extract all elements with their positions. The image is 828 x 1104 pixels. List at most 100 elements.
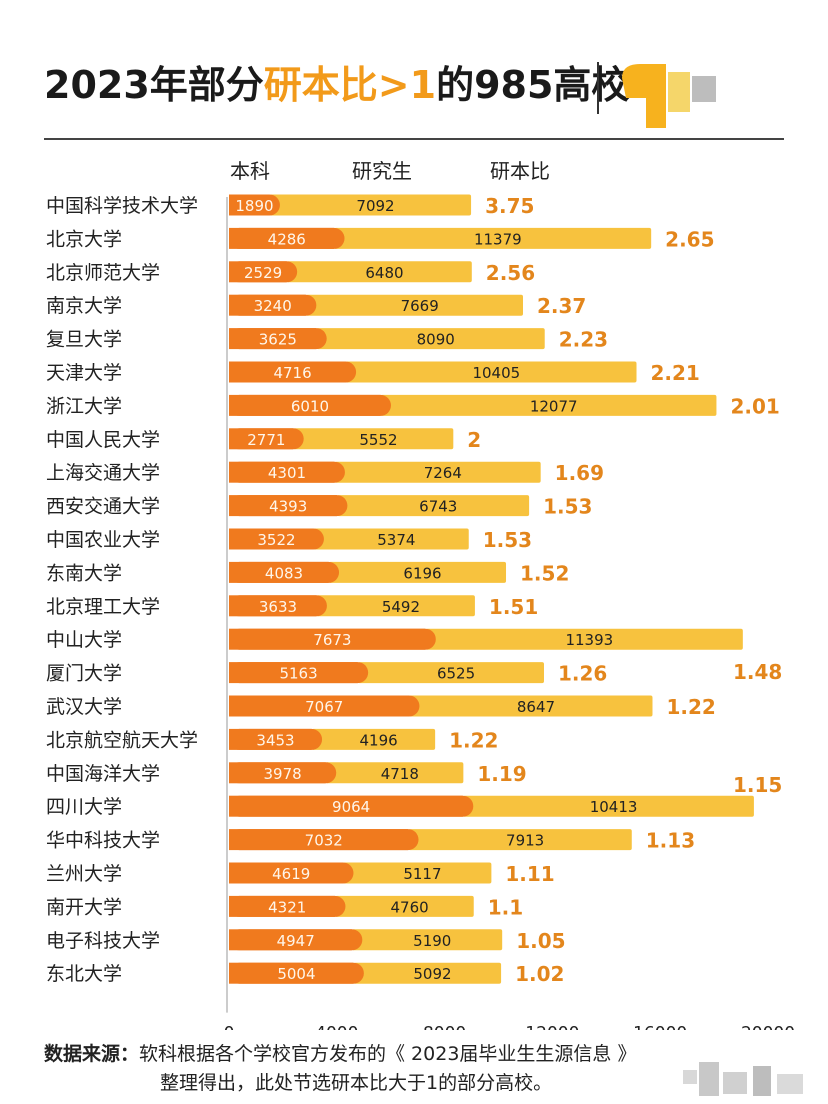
bar-graduate [408,695,653,717]
value-label-graduate: 5092 [413,965,451,983]
chart-title: 2023年部分研本比>1的985高校 [44,63,630,107]
bar-graduate [357,662,544,684]
value-label-undergrad: 3522 [257,531,295,549]
bar-undergrad-base [229,628,426,650]
bar-undergrad-base [229,394,381,416]
value-label-undergrad: 4947 [277,932,315,950]
value-label-graduate: 8090 [417,331,455,349]
bar-graduate [380,394,717,416]
value-label-undergrad: 7032 [305,832,343,850]
category-label: 华中科技大学 [46,830,160,852]
ratio-label: 1.19 [477,762,526,786]
value-label-graduate: 7913 [506,832,544,850]
category-label: 东北大学 [46,963,122,985]
value-label-graduate: 7264 [424,464,462,482]
category-label: 北京大学 [46,228,122,250]
bar-undergrad-base [229,495,337,517]
value-label-undergrad: 9064 [332,798,370,816]
title-divider [597,62,599,114]
ratio-label: 1.48 [733,660,782,684]
bar-undergrad-base [229,862,343,884]
value-label-graduate: 5492 [382,598,420,616]
bar-undergrad-base [229,829,409,851]
category-label: 北京师范大学 [46,262,160,284]
value-label-graduate: 6743 [419,498,457,516]
bar-graduate [462,795,754,817]
value-label-undergrad: 1890 [235,197,273,215]
category-label: 天津大学 [46,362,122,384]
ratio-label: 1.11 [505,862,554,886]
value-label-graduate: 4718 [381,765,419,783]
ratio-label: 1.22 [666,695,715,719]
category-label: 南京大学 [46,295,122,317]
source-label: 数据来源： [44,1043,140,1065]
value-label-undergrad: 3625 [259,331,297,349]
bar-undergrad-base [229,328,317,350]
bar-undergrad-base [229,929,352,951]
value-label-graduate: 10405 [472,364,520,382]
ratio-label: 1.1 [488,895,523,919]
ratio-label: 1.69 [555,461,604,485]
value-label-graduate: 11379 [474,230,522,248]
value-label-graduate: 5552 [359,431,397,449]
category-label: 西安交通大学 [46,496,160,518]
bar-graduate [305,294,523,316]
x-tick-label: 0 [224,1024,235,1030]
category-label: 北京航空航天大学 [46,729,198,751]
ratio-label: 1.15 [733,773,782,797]
value-label-graduate: 5117 [403,865,441,883]
x-tick-label: 4000 [315,1024,358,1030]
value-label-graduate: 7092 [356,197,394,215]
bar-undergrad-base [229,795,463,817]
value-label-graduate: 10413 [590,798,638,816]
ratio-label: 1.26 [558,662,607,686]
bar-undergrad-base [229,461,335,483]
value-label-undergrad: 3240 [254,297,292,315]
bar-graduate [269,194,472,216]
value-label-undergrad: 2529 [244,264,282,282]
category-label: 上海交通大学 [46,462,160,484]
ratio-label: 1.05 [516,929,565,953]
bar-undergrad-base [229,294,306,316]
bar-graduate [425,628,743,650]
source-line1: 软科根据各个学校官方发布的《 2023届毕业生生源信息 》 [139,1043,637,1065]
ratio-label: 2.01 [730,394,779,418]
source-note: 数据来源：软科根据各个学校官方发布的《 2023届毕业生生源信息 》 整理得出，… [44,1040,804,1098]
bar-graduate [353,962,502,984]
value-label-graduate: 6525 [437,665,475,683]
bar-graduate [334,461,541,483]
x-tick-label: 16000 [633,1024,687,1030]
title-rule [44,138,784,140]
category-label: 厦门大学 [46,663,122,685]
x-tick-label: 8000 [423,1024,466,1030]
category-label: 中国农业大学 [46,529,160,551]
bar-undergrad-base [229,595,317,617]
value-label-undergrad: 5004 [277,965,315,983]
category-label: 中国海洋大学 [46,763,160,785]
brand-logo-icon [622,64,716,128]
category-label: 浙江大学 [46,395,122,417]
x-tick-label: 12000 [525,1024,579,1030]
category-label: 中山大学 [46,629,122,651]
category-label: 电子科技大学 [46,930,160,952]
value-label-graduate: 11393 [565,631,613,649]
ratio-label: 2.23 [559,328,608,352]
ratio-label: 2.37 [537,294,586,318]
value-label-undergrad: 3453 [256,731,294,749]
category-label: 北京理工大学 [46,596,160,618]
value-label-undergrad: 3633 [259,598,297,616]
bar-undergrad-base [229,528,314,550]
bar-undergrad-base [229,428,294,450]
bar-graduate [293,428,454,450]
ratio-label: 1.53 [543,495,592,519]
bar-undergrad-base [229,261,287,283]
bar-graduate [286,261,472,283]
ratio-label: 1.22 [449,728,498,752]
ratio-label: 1.53 [483,528,532,552]
category-label: 武汉大学 [46,696,122,718]
header-graduate: 研究生 [352,159,412,183]
value-label-undergrad: 2771 [247,431,285,449]
bar-graduate [316,595,475,617]
category-label: 中国人民大学 [46,429,160,451]
